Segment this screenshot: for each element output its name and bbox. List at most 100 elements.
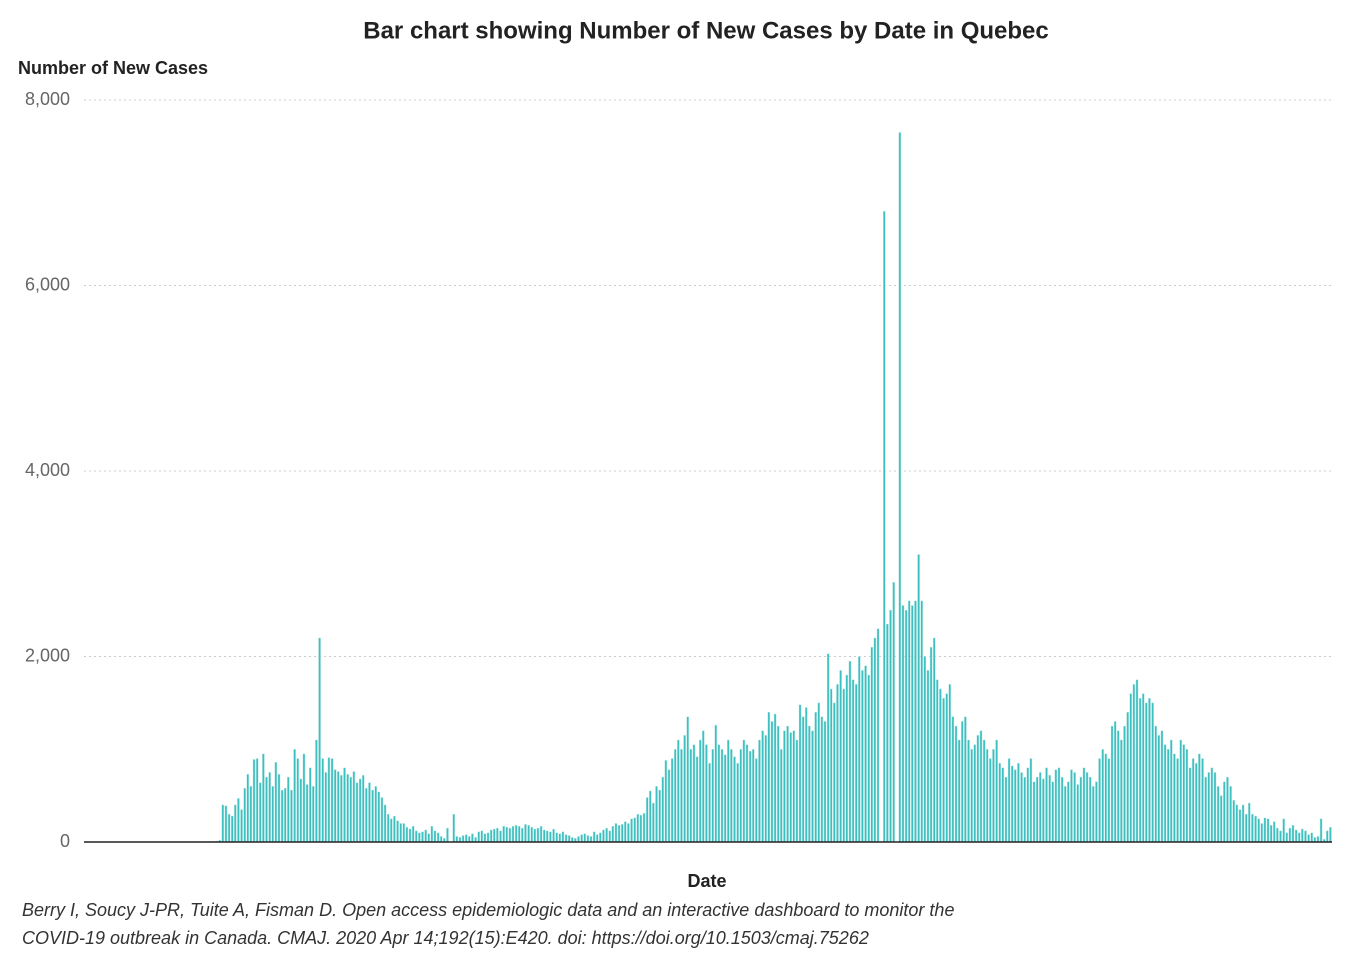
bar: [237, 798, 240, 843]
bar: [318, 637, 321, 843]
bar: [995, 739, 998, 843]
bar: [730, 749, 733, 843]
bar: [221, 804, 225, 843]
bar: [658, 789, 661, 843]
bar: [870, 647, 874, 843]
bar: [1176, 758, 1179, 843]
bar: [1229, 786, 1232, 843]
bar: [814, 711, 817, 843]
bar: [1110, 725, 1114, 843]
bar: [976, 735, 980, 843]
bar: [630, 818, 633, 843]
bar: [393, 815, 396, 843]
bar: [230, 815, 234, 843]
bar: [883, 211, 886, 843]
bar: [723, 754, 727, 843]
bar: [932, 637, 936, 843]
bar: [639, 814, 643, 843]
bar: [620, 824, 624, 843]
bar: [914, 600, 917, 843]
bar: [440, 836, 443, 843]
bar: [343, 767, 346, 843]
bar: [636, 813, 640, 843]
bar: [290, 789, 293, 843]
bar: [340, 775, 343, 843]
bar: [596, 834, 599, 843]
bar: [1248, 802, 1251, 843]
bar: [293, 749, 296, 843]
bar: [1113, 721, 1117, 843]
bar: [1057, 767, 1061, 843]
bar: [362, 775, 365, 843]
bar: [415, 830, 418, 843]
x-axis-title: Date: [687, 871, 726, 891]
bar: [1070, 769, 1073, 843]
bar: [1017, 762, 1020, 843]
bar: [284, 788, 287, 843]
bar: [452, 813, 455, 843]
bar: [1207, 772, 1210, 843]
bar: [527, 825, 530, 843]
bar: [767, 711, 771, 843]
bar: [461, 835, 465, 843]
bar: [1129, 693, 1132, 843]
bar: [1001, 767, 1005, 843]
bar: [468, 836, 471, 843]
bar: [405, 826, 409, 843]
bar: [698, 739, 702, 843]
bar: [408, 828, 412, 843]
bar: [1060, 776, 1064, 843]
bar: [246, 774, 250, 843]
bar: [711, 749, 714, 843]
bar: [727, 739, 730, 843]
bar: [674, 749, 677, 843]
bar: [1304, 830, 1307, 843]
bar: [1244, 813, 1248, 843]
bar: [752, 749, 755, 843]
bar: [312, 786, 315, 843]
bar: [1082, 767, 1086, 843]
bar: [745, 744, 749, 843]
bar: [989, 758, 992, 843]
bar: [783, 730, 786, 843]
bar: [1216, 786, 1220, 843]
bar: [337, 771, 340, 843]
bar: [390, 818, 393, 843]
bar: [1085, 772, 1089, 843]
bar: [780, 749, 783, 843]
bar: [355, 782, 359, 843]
bar: [1191, 758, 1195, 843]
bar: [951, 716, 955, 843]
bar: [901, 605, 905, 843]
bar: [1201, 758, 1204, 843]
bar: [514, 825, 518, 843]
bar: [580, 834, 583, 843]
bar: [1145, 702, 1148, 843]
bar: [271, 786, 274, 843]
bar: [1045, 767, 1048, 843]
bar: [1010, 765, 1014, 843]
bar: [642, 813, 646, 843]
bar: [455, 836, 459, 843]
bar: [377, 791, 381, 843]
bar: [739, 749, 742, 843]
bar: [842, 688, 845, 843]
bar: [418, 832, 421, 843]
bar: [1014, 769, 1017, 843]
bar: [808, 725, 811, 843]
bar: [1064, 786, 1067, 843]
bar: [483, 833, 487, 843]
bar: [848, 660, 852, 843]
bar: [614, 823, 618, 843]
bar: [826, 653, 830, 843]
bar: [1007, 758, 1011, 843]
bar: [1257, 818, 1260, 843]
bar: [268, 772, 271, 843]
bar: [321, 758, 324, 843]
bar: [664, 760, 668, 843]
bar: [280, 789, 284, 843]
bar: [998, 762, 1001, 843]
bar: [864, 665, 867, 843]
bar: [979, 730, 983, 843]
